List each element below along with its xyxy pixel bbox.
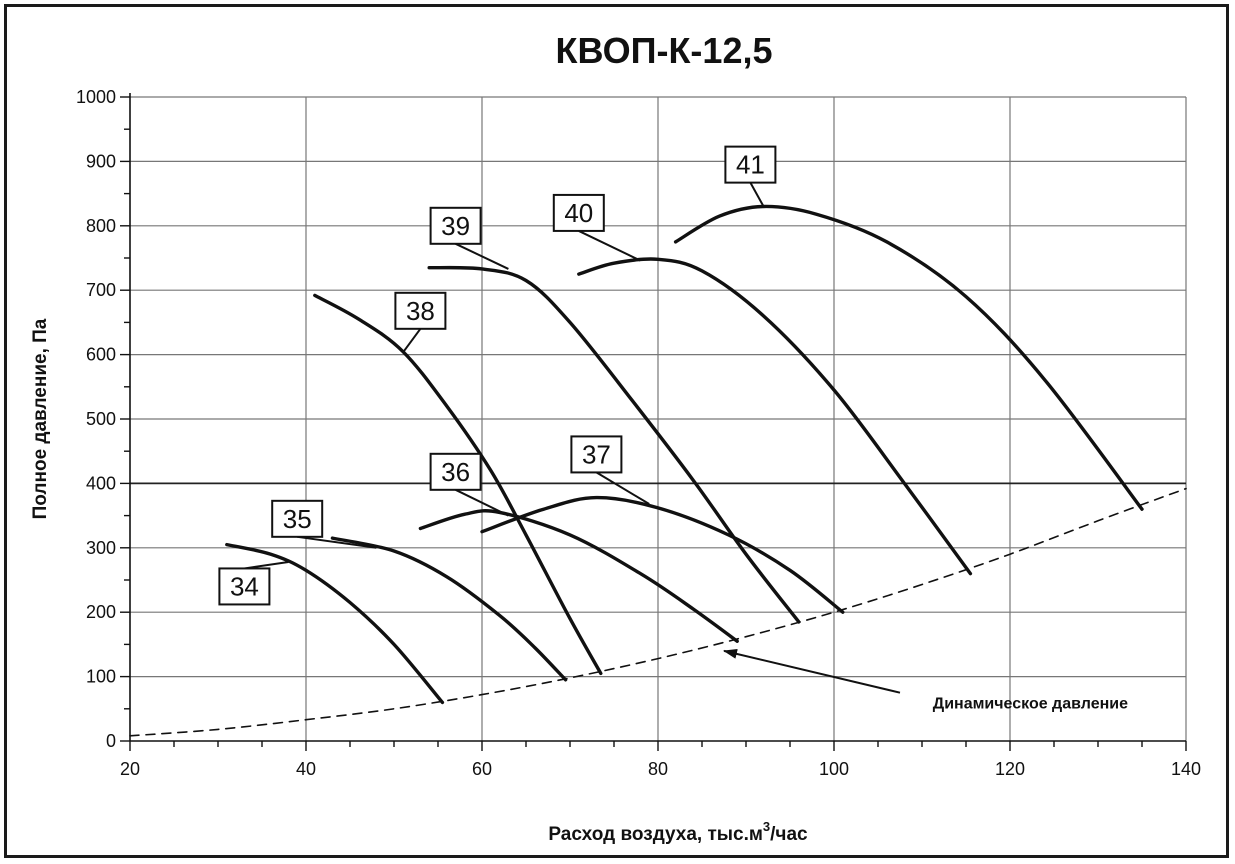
callout-leader-34 xyxy=(244,560,289,570)
callout-box-41 xyxy=(724,145,777,184)
callout-label-41: 41 xyxy=(736,150,765,180)
y-tick-label-1: 100 xyxy=(86,667,116,687)
callout-label-39: 39 xyxy=(441,211,470,241)
dynamic-pressure-annotation: Динамическое давление xyxy=(723,648,1128,712)
y-tick-label-6: 600 xyxy=(86,345,116,365)
y-tick-label-0: 0 xyxy=(106,731,116,751)
callout-leader-40 xyxy=(578,230,641,262)
curve-41 xyxy=(673,204,1144,511)
x-tick-label-1: 40 xyxy=(296,759,316,779)
callout-38: 38 xyxy=(394,291,447,354)
x-axis-title-main: Расход воздуха, тыс.м xyxy=(548,824,763,845)
callout-36: 36 xyxy=(429,452,509,517)
callout-label-38: 38 xyxy=(406,296,435,326)
callouts: 34 35 36 37 38 39 40 41 xyxy=(218,145,777,606)
callout-leader-39 xyxy=(455,242,509,270)
callout-35: 35 xyxy=(271,499,377,549)
curve-36 xyxy=(418,509,739,643)
grid xyxy=(130,96,1187,741)
curve-37 xyxy=(480,495,845,614)
x-tick-label-2: 60 xyxy=(472,759,492,779)
callout-label-36: 36 xyxy=(441,457,470,487)
x-axis-title-suffix: /час xyxy=(770,824,808,845)
x-tick-label-0: 20 xyxy=(120,759,140,779)
callout-34: 34 xyxy=(218,560,289,606)
callout-41: 41 xyxy=(724,145,777,207)
x-tick-label-3: 80 xyxy=(648,759,668,779)
x-tick-label-6: 140 xyxy=(1171,759,1201,779)
callout-box-37 xyxy=(570,435,623,474)
callout-box-34 xyxy=(218,567,271,606)
callout-box-38 xyxy=(394,291,447,330)
curve-40 xyxy=(577,257,973,576)
curve-39 xyxy=(427,265,801,624)
series xyxy=(129,204,1187,737)
callout-label-40: 40 xyxy=(564,198,593,228)
callout-39: 39 xyxy=(429,206,509,270)
x-tick-label-4: 100 xyxy=(819,759,849,779)
y-axis-title: Полное давление, Па xyxy=(30,318,51,519)
chart-frame xyxy=(4,4,1229,858)
curve-34 xyxy=(225,542,445,705)
curve-35 xyxy=(330,536,568,682)
callout-box-35 xyxy=(271,499,324,538)
annotation-arrow xyxy=(723,648,901,694)
chart-title: КВОП-К-12,5 xyxy=(556,30,773,71)
callout-leader-36 xyxy=(455,488,509,517)
callout-box-39 xyxy=(429,206,482,245)
callout-leader-35 xyxy=(297,535,377,549)
callout-leader-41 xyxy=(749,182,765,207)
callout-leader-38 xyxy=(401,328,422,354)
callout-box-36 xyxy=(429,452,482,491)
callout-label-34: 34 xyxy=(230,571,259,601)
x-tick-label-5: 120 xyxy=(995,759,1025,779)
x-axis-title-sup: 3 xyxy=(763,819,770,834)
annotation-text: Динамическое давление xyxy=(933,695,1128,712)
callout-40: 40 xyxy=(552,193,641,262)
dynamic-pressure-line xyxy=(129,487,1187,737)
callout-label-37: 37 xyxy=(582,439,611,469)
y-tick-label-3: 300 xyxy=(86,538,116,558)
y-tick-label-8: 800 xyxy=(86,216,116,236)
callout-leader-37 xyxy=(595,471,650,505)
y-tick-label-7: 700 xyxy=(86,280,116,300)
curve-38 xyxy=(313,293,603,676)
y-tick-label-10: 1000 xyxy=(76,87,116,107)
x-axis-title: Расход воздуха, тыс.м3/час xyxy=(548,819,808,845)
y-tick-label-4: 400 xyxy=(86,473,116,493)
callout-box-40 xyxy=(552,193,605,232)
axes: 0 100 200 300 400 500 600 700 800 900 1000 20 40 60 80… xyxy=(76,87,1201,779)
callout-37: 37 xyxy=(570,435,650,505)
y-tick-label-9: 900 xyxy=(86,151,116,171)
y-tick-label-5: 500 xyxy=(86,409,116,429)
y-tick-label-2: 200 xyxy=(86,602,116,622)
callout-label-35: 35 xyxy=(283,504,312,534)
